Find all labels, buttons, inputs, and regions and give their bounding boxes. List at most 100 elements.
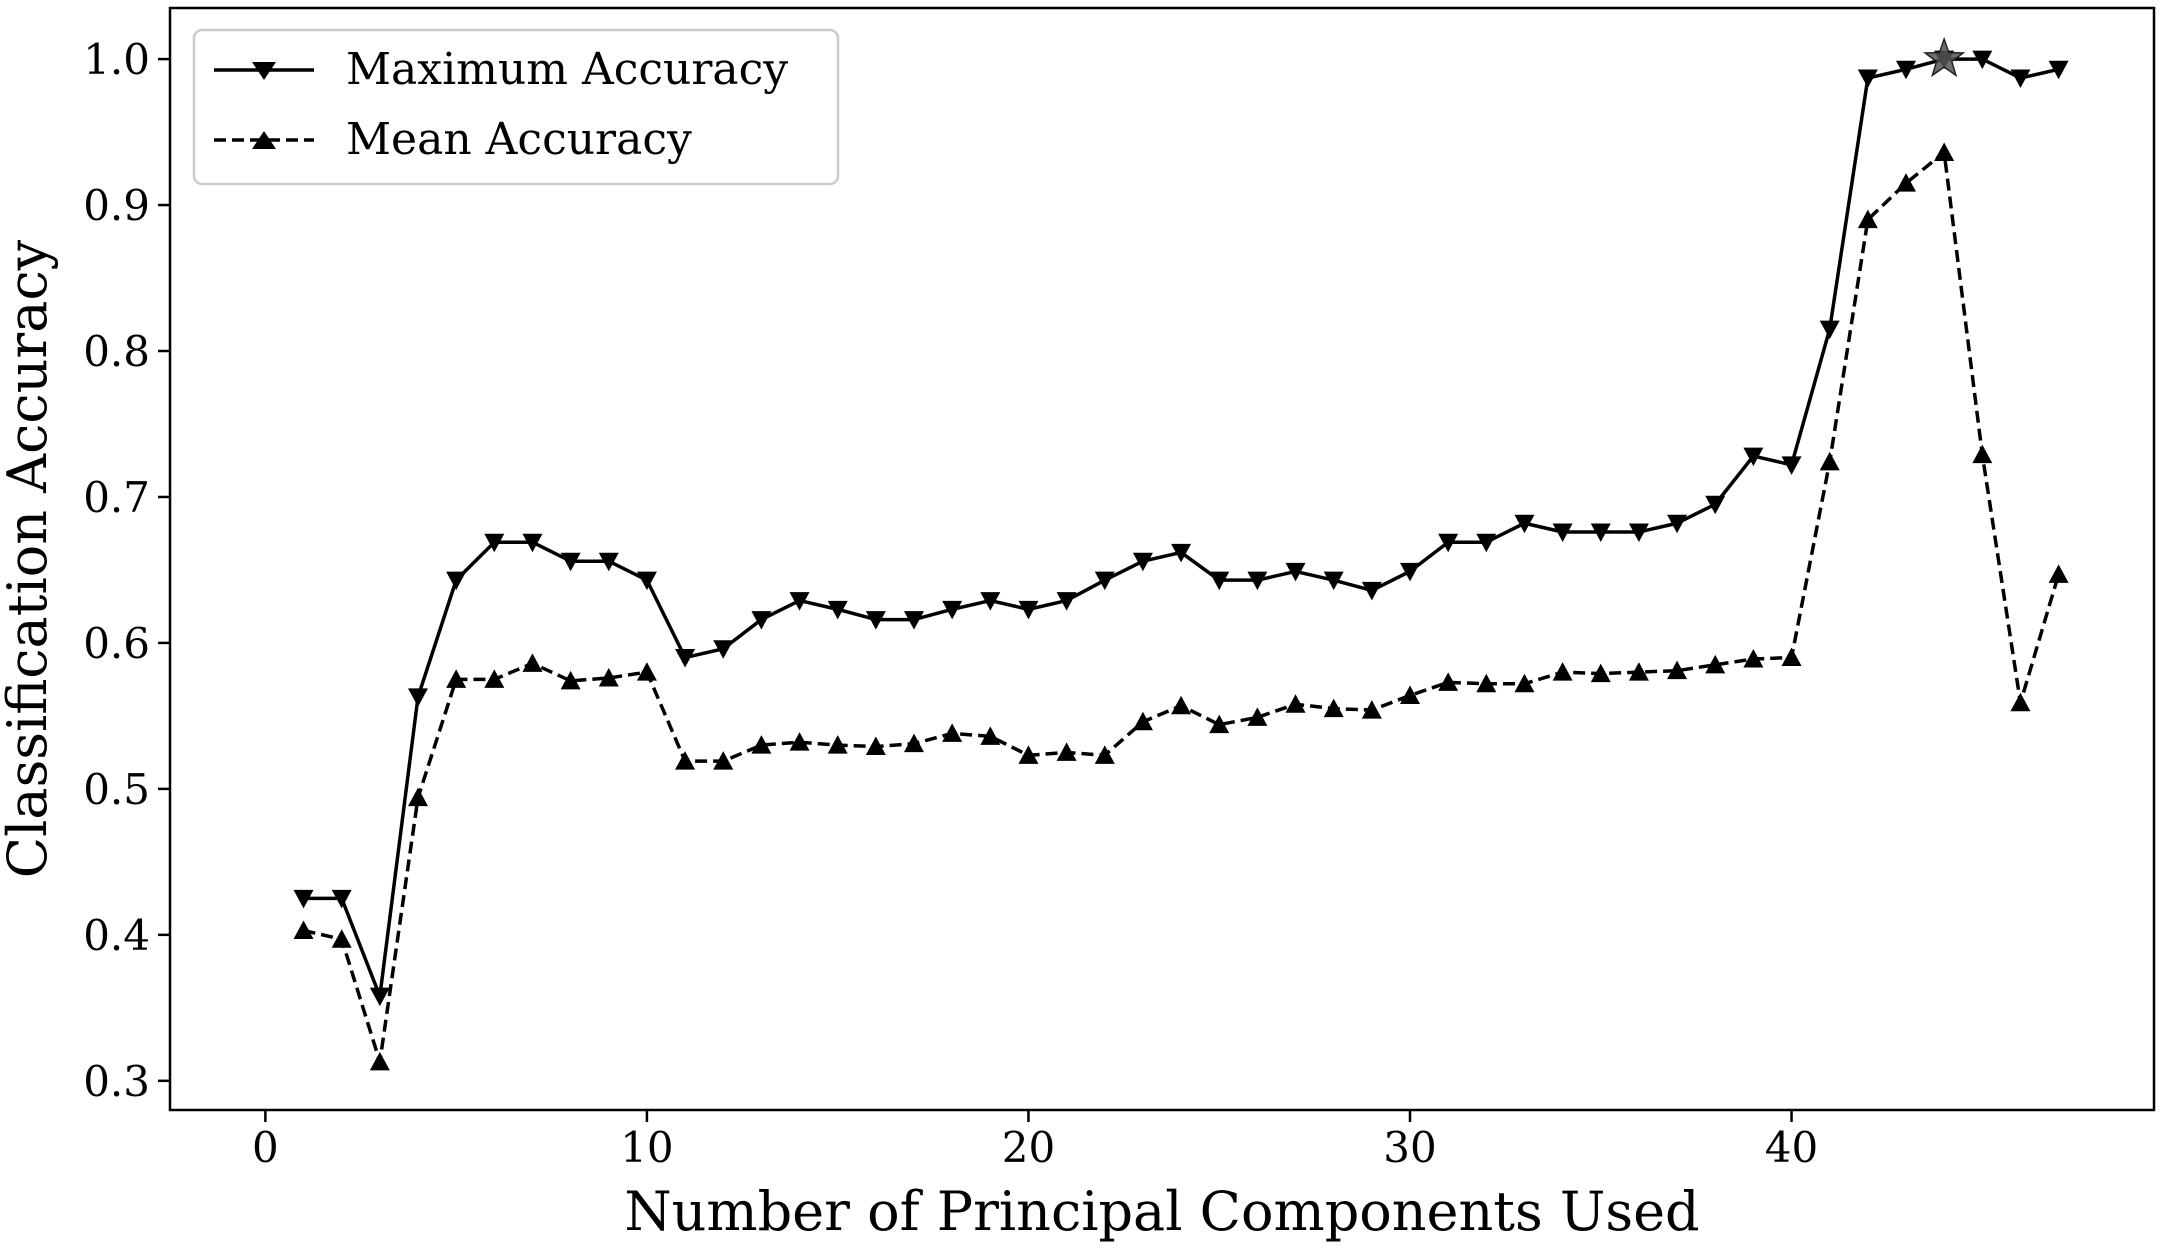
x-tick-label: 20 [1002, 1123, 1055, 1172]
data-point-max [980, 592, 1001, 611]
y-tick-label: 0.3 [83, 1057, 150, 1106]
data-point-mean [1209, 714, 1230, 734]
y-tick-label: 0.8 [83, 327, 150, 376]
x-axis-label: Number of Principal Components Used [624, 1180, 1699, 1243]
x-tick-label: 40 [1765, 1123, 1818, 1172]
data-point-mean [598, 667, 619, 687]
y-tick-label: 0.7 [83, 473, 150, 522]
x-tick-label: 0 [252, 1123, 279, 1172]
data-point-mean [904, 733, 924, 753]
y-axis-label: Classification Accuracy [0, 239, 59, 878]
data-point-mean [560, 670, 581, 690]
data-point-max [1590, 523, 1611, 542]
data-point-max [636, 571, 657, 591]
series-line-mean [303, 150, 2061, 1064]
data-point-max [942, 600, 963, 620]
data-point-max [1896, 60, 1916, 80]
series-line-max [303, 57, 2060, 998]
data-point-mean [1934, 142, 1955, 162]
data-point-max [369, 987, 390, 1007]
data-point-mean [1323, 698, 1344, 718]
data-point-max [865, 611, 886, 630]
data-point-mean [1018, 745, 1039, 764]
data-point-mean [827, 735, 848, 754]
data-point-mean [1247, 707, 1268, 726]
data-point-mean [751, 735, 772, 754]
data-point-mean [1896, 173, 1916, 192]
data-point-max [560, 552, 581, 572]
y-tick-label: 0.4 [83, 911, 150, 960]
data-point-mean [1132, 711, 1153, 731]
data-point-mean [1171, 695, 1192, 715]
data-point-mean [1705, 654, 1726, 674]
data-point-max [1552, 523, 1573, 542]
data-point-mean [789, 732, 810, 751]
data-point-mean [1819, 451, 1840, 471]
data-point-max [2010, 69, 2031, 89]
data-point-max [1400, 562, 1420, 582]
data-point-mean [1400, 685, 1420, 704]
data-point-max [1285, 562, 1306, 582]
data-point-mean [713, 751, 734, 770]
data-point-max [2048, 60, 2069, 80]
data-point-max [408, 688, 428, 707]
data-point-mean [1667, 660, 1688, 680]
legend-marker-mean [252, 131, 276, 149]
data-point-max [1819, 320, 1840, 340]
data-point-max [751, 611, 772, 630]
data-point-max [1476, 533, 1497, 553]
data-point-mean [1094, 745, 1115, 764]
data-point-mean [293, 920, 314, 939]
data-point-mean [942, 723, 963, 742]
data-point-max [1094, 571, 1115, 591]
data-point-mean [522, 653, 543, 672]
data-point-max [1667, 514, 1688, 534]
data-point-mean [484, 669, 505, 688]
data-point-mean [1628, 662, 1649, 681]
data-point-mean [675, 751, 696, 770]
data-point-mean [331, 929, 352, 948]
data-point-max [484, 533, 505, 553]
y-tick-label: 0.9 [83, 181, 150, 230]
legend-frame [192, 28, 840, 186]
best-accuracy-star-marker [1922, 36, 1966, 78]
y-tick-label: 1.0 [83, 35, 150, 84]
data-point-mean [1285, 694, 1306, 713]
data-point-mean [1743, 648, 1764, 668]
data-point-max [598, 552, 619, 572]
data-point-max [1628, 523, 1649, 542]
data-point-mean [1438, 672, 1459, 691]
data-point-mean [1476, 673, 1497, 693]
data-point-max [1209, 571, 1230, 591]
data-point-max [1438, 533, 1459, 553]
data-point-max [1132, 552, 1153, 572]
data-point-mean [1857, 209, 1878, 229]
data-point-max [1705, 495, 1726, 515]
data-point-mean [2010, 692, 2031, 712]
data-point-mean [1552, 662, 1573, 681]
data-point-max [1171, 543, 1192, 563]
data-point-max [1514, 514, 1535, 534]
axis-ticks: 0 10 20 30 40 0.3 0.4 0.5 0.6 0.7 0.8 0.9 1.0 [83, 35, 1818, 1172]
data-point-max [1857, 69, 1878, 89]
data-point-max [293, 889, 314, 909]
data-point-mean [2048, 564, 2069, 583]
legend: Maximum Accuracy Mean Accuracy [192, 28, 840, 186]
legend-label-max: Maximum Accuracy [346, 44, 788, 95]
data-point-max [1743, 447, 1764, 467]
data-point-max [522, 533, 543, 553]
data-point-mean [636, 662, 657, 681]
data-point-max [1781, 456, 1802, 475]
data-point-mean [1361, 700, 1382, 719]
data-point-mean [1056, 742, 1077, 761]
data-point-max [1018, 600, 1039, 620]
data-point-max [675, 649, 696, 668]
data-point-mean [1590, 663, 1611, 683]
legend-label-mean: Mean Accuracy [346, 114, 692, 165]
data-point-mean [980, 726, 1001, 745]
x-tick-label: 10 [620, 1123, 673, 1172]
data-point-max [789, 592, 810, 611]
y-tick-label: 0.5 [83, 765, 150, 814]
data-point-max [1972, 50, 1993, 70]
legend-marker-max [252, 62, 276, 80]
